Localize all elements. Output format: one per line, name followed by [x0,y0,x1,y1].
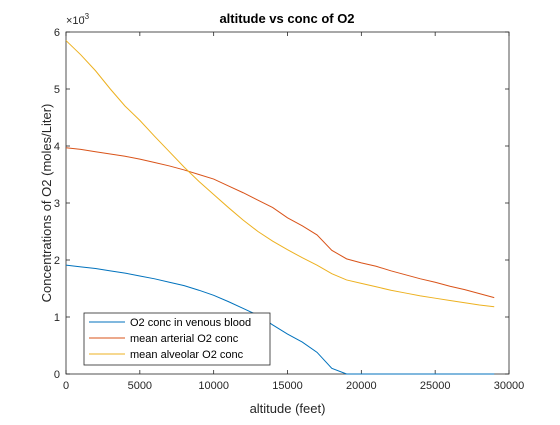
legend: O2 conc in venous blood mean arterial O2 … [83,312,271,366]
x-axis-label: altitude (feet) [250,401,326,416]
x-tick-label: 25000 [420,380,451,392]
legend-label-2: mean arterial O2 conc [130,333,239,345]
x-tick-label: 5000 [128,380,152,392]
y-tick-label: 1 [54,312,60,324]
y-tick-label: 5 [54,84,60,96]
series-line-3 [65,40,495,308]
x-axis-ticks: 0 5000 10000 15000 20000 25000 30000 [63,32,524,392]
legend-entries: O2 conc in venous blood mean arterial O2 … [89,317,251,361]
x-tick-label: 20000 [346,380,377,392]
x-tick-label: 0 [63,380,69,392]
x-tick-label: 10000 [198,380,229,392]
y-tick-label: 4 [54,141,60,153]
y-tick-label: 3 [54,198,60,210]
x-tick-label: 15000 [272,380,303,392]
y-tick-label: 0 [54,369,60,381]
y-axis-label: Concentrations of O2 (moles/Liter) [39,104,54,303]
series-lines [65,40,495,375]
chart-title: altitude vs conc of O2 [219,11,354,26]
series-line-1 [65,264,495,375]
y-tick-label: 6 [54,27,60,39]
series-line-2 [65,147,495,299]
x-tick-label: 30000 [494,380,525,392]
y-axis-exponent-power: -3 [82,12,90,21]
y-tick-label: 2 [54,255,60,267]
legend-label-1: O2 conc in venous blood [130,317,251,329]
y-axis-exponent-base: ×10 [66,15,85,27]
y-axis-ticks: 0 1 2 3 4 5 6 [54,27,509,381]
legend-label-3: mean alveolar O2 conc [130,349,244,361]
